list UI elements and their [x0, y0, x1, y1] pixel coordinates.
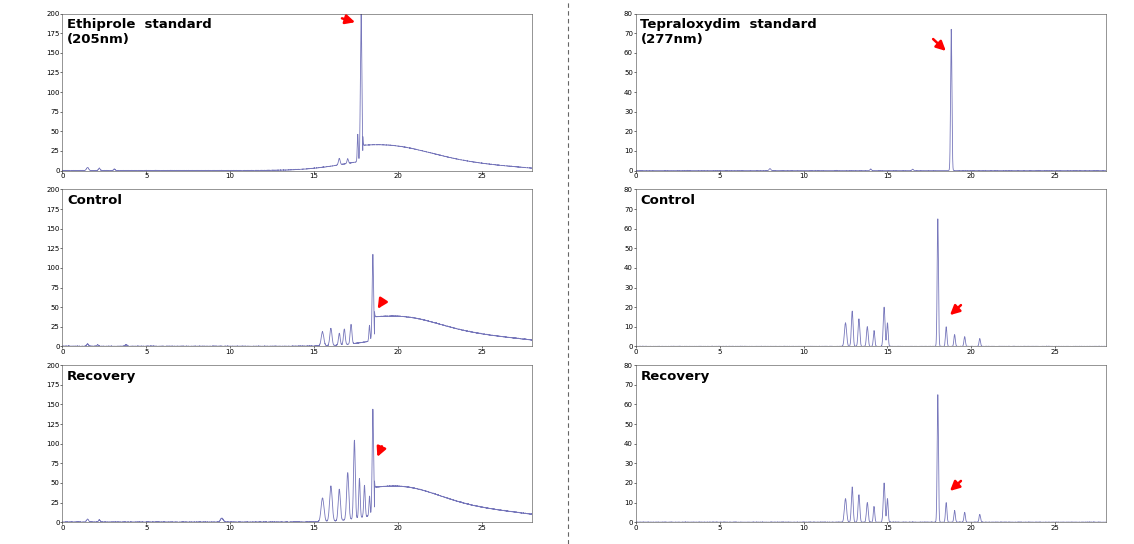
Text: Recovery: Recovery — [641, 370, 710, 383]
Text: Control: Control — [67, 194, 122, 207]
Text: Ethiprole  standard
(205nm): Ethiprole standard (205nm) — [67, 18, 212, 46]
Text: Tepraloxydim  standard
(277nm): Tepraloxydim standard (277nm) — [641, 18, 818, 46]
Text: Recovery: Recovery — [67, 370, 136, 383]
Text: Control: Control — [641, 194, 695, 207]
